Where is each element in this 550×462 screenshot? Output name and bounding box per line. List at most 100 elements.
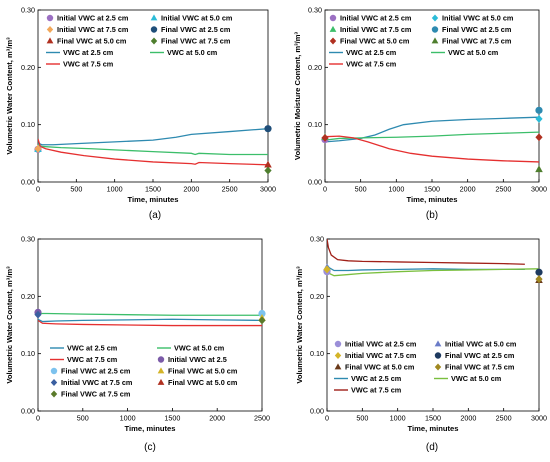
legend-label: Final VWC at 2.5 cm (445, 351, 515, 360)
series-line (38, 318, 262, 323)
y-tick-label: 0.20 (21, 292, 35, 301)
legend-label: Final VWC at 5.0 cm (57, 37, 127, 46)
legend-marker (431, 14, 439, 22)
series-line (38, 128, 268, 146)
x-tick-label: 2500 (254, 414, 270, 423)
data-marker (535, 268, 543, 276)
x-tick-label: 2000 (460, 414, 476, 423)
x-tick-label: 2500 (495, 185, 511, 194)
x-tick-label: 1000 (120, 414, 136, 423)
legend-label: Initial VWC at 2.5 cm (345, 340, 417, 349)
legend-marker (434, 340, 442, 347)
chart-panel-1: 0 500 1000 1500 2000 2500 3000 0.00 0.10 0.20 0.30… (5, 6, 276, 222)
x-tick-label: 1000 (390, 414, 406, 423)
legend-label: Final VWC at 2.5 cm (442, 25, 512, 34)
y-tick-label: 0.30 (310, 235, 324, 244)
x-tick-label: 0 (36, 414, 40, 423)
legend-marker (50, 390, 58, 398)
legend-label: VWC at 5.0 cm (167, 48, 218, 57)
legend-marker (50, 367, 58, 375)
legend-label: VWC at 7.5 cm (351, 386, 402, 395)
legend-label: VWC at 2.5 cm (63, 48, 114, 57)
series-line (327, 239, 525, 265)
panel-caption: (b) (426, 210, 438, 221)
legend-marker (334, 340, 342, 348)
legend-label: VWC at 7.5 cm (67, 355, 118, 364)
x-axis-title: Time, minutes (125, 424, 176, 433)
x-tick-label: 500 (355, 185, 367, 194)
legend-marker (157, 367, 165, 374)
x-axis-title: Time, minutes (128, 195, 179, 204)
legend-label: VWC at 2.5 cm (67, 344, 118, 353)
chart-panel-4: 0 500 1000 1500 2000 2500 3000 0.00 0.10 0.20 0.30… (295, 235, 547, 454)
series-line (38, 319, 262, 327)
x-tick-label: 2500 (222, 185, 238, 194)
legend-label: Initial VWC at 2.5 cm (340, 14, 412, 23)
legend-label: VWC at 5.0 cm (448, 48, 499, 57)
x-tick-label: 1500 (164, 414, 180, 423)
data-marker (321, 133, 329, 142)
legend-marker (46, 37, 54, 44)
x-tick-label: 3000 (531, 185, 547, 194)
legend-marker (50, 378, 58, 387)
legend-label: Final VWC at 5.0 cm (345, 363, 415, 372)
x-axis-title: Time, minutes (408, 424, 459, 433)
x-tick-label: 3000 (260, 185, 276, 194)
x-tick-label: 3000 (531, 414, 547, 423)
legend-marker (431, 37, 439, 44)
legend-label: Initial VWC at 7.5 cm (345, 351, 417, 360)
legend-label: Initial VWC at 7.5 cm (61, 378, 133, 387)
legend-marker (329, 37, 337, 45)
legend-label: VWC at 7.5 cm (63, 60, 114, 69)
legend-label: VWC at 7.5 cm (346, 60, 397, 69)
y-tick-label: 0.20 (310, 292, 324, 301)
y-tick-label: 0.10 (308, 120, 322, 129)
x-tick-label: 1500 (424, 185, 440, 194)
legend-marker (334, 351, 342, 360)
data-marker (535, 275, 543, 284)
legend-marker (329, 25, 337, 32)
legend-label: Initial VWC at 5.0 cm (161, 14, 233, 23)
legend-marker (329, 14, 337, 22)
legend-label: Final VWC at 5.0 cm (168, 367, 238, 376)
legend-label: VWC at 2.5 cm (346, 48, 397, 57)
x-tick-label: 2000 (460, 185, 476, 194)
legend-marker (46, 14, 54, 22)
y-axis-title: Volumetric Water Content, m³/m³ (295, 266, 304, 384)
series-line (325, 135, 539, 163)
series-line (325, 116, 539, 143)
legend-label: Initial VWC at 5.0 cm (442, 14, 514, 23)
series-line (38, 138, 268, 166)
legend-label: Final VWC at 5.0 cm (340, 37, 410, 46)
x-tick-label: 0 (325, 414, 329, 423)
y-tick-label: 0.30 (308, 6, 322, 15)
legend-marker (334, 363, 342, 370)
x-tick-label: 0 (323, 185, 327, 194)
legend-label: Final VWC at 2.5 cm (161, 25, 231, 34)
series-line (38, 144, 268, 156)
legend-label: VWC at 5.0 cm (174, 344, 225, 353)
y-axis-title: Volumetric Water Content, m³/m³ (5, 37, 14, 155)
x-tick-label: 1000 (107, 185, 123, 194)
legend-label: Initial VWC at 2.5 (168, 355, 227, 364)
legend-marker (157, 356, 165, 363)
y-tick-label: 0.00 (310, 407, 324, 416)
x-tick-label: 500 (70, 185, 82, 194)
y-tick-label: 0.10 (21, 349, 35, 358)
legend-label: Initial VWC at 7.5 cm (340, 25, 412, 34)
y-axis-title: Volumetric Water Content, m³/m³ (5, 266, 14, 384)
data-marker (34, 144, 42, 153)
series-line (327, 267, 539, 277)
data-marker (535, 133, 543, 142)
x-tick-label: 500 (356, 414, 368, 423)
legend-label: Final VWC at 7.5 cm (442, 37, 512, 46)
panel-caption: (a) (149, 210, 161, 221)
legend-marker (434, 352, 442, 359)
x-tick-label: 1500 (425, 414, 441, 423)
data-marker (258, 309, 266, 318)
y-tick-label: 0.20 (21, 63, 35, 72)
data-marker (535, 114, 543, 123)
legend-label: Final VWC at 7.5 cm (161, 37, 231, 46)
